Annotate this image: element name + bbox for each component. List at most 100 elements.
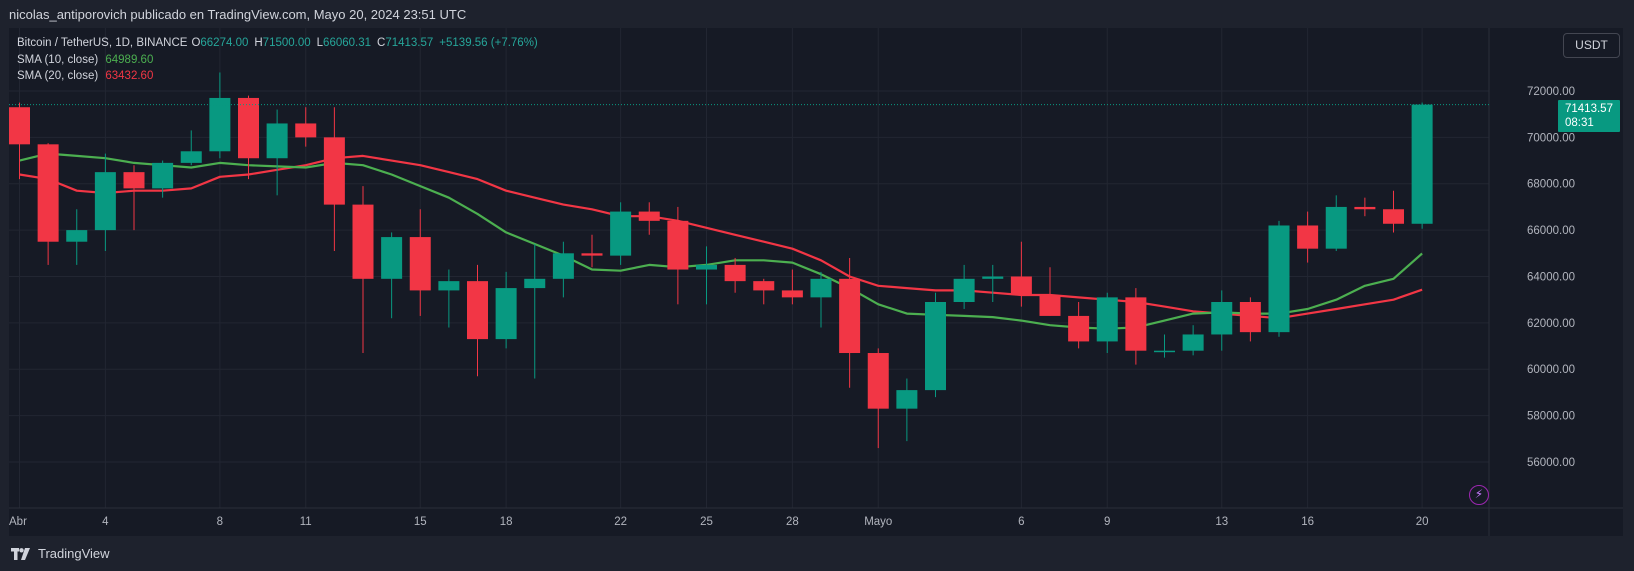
- candle: [953, 264, 975, 309]
- candle: [1325, 195, 1347, 251]
- open-value: 66274.00: [200, 37, 249, 49]
- candle-body: [209, 97, 231, 152]
- y-tick-label: 60000.00: [1527, 364, 1575, 376]
- candle-body: [1211, 302, 1233, 335]
- candle: [467, 264, 488, 377]
- open-label: O: [191, 37, 201, 49]
- y-tick-label: 62000.00: [1527, 318, 1575, 330]
- y-tick-label: 66000.00: [1527, 225, 1575, 237]
- candle: [152, 160, 174, 198]
- candle-body: [1239, 302, 1261, 333]
- sma10-value: 64989.60: [105, 53, 154, 66]
- candle-body: [37, 144, 59, 242]
- publisher-bar: nicolas_antiporovich publicado en Tradin…: [0, 0, 1634, 28]
- x-tick-label: 25: [700, 516, 713, 528]
- candle: [867, 348, 889, 449]
- x-tick-label: 16: [1301, 516, 1314, 528]
- x-tick-label: 13: [1215, 516, 1228, 528]
- candle-body: [9, 107, 30, 145]
- candle-body: [352, 204, 374, 279]
- high-label: H: [254, 37, 263, 49]
- candle-body: [896, 390, 918, 409]
- tradingview-brand: TradingView: [38, 546, 110, 561]
- candle-body: [1010, 276, 1032, 296]
- x-tick-label: 18: [500, 516, 513, 528]
- candle: [1297, 211, 1319, 263]
- candle-body: [1268, 225, 1290, 333]
- symbol-name[interactable]: Bitcoin / TetherUS, 1D, BINANCE: [17, 37, 188, 49]
- candle: [1354, 197, 1376, 217]
- currency-button[interactable]: USDT: [1563, 33, 1620, 58]
- x-tick-label: 15: [414, 516, 427, 528]
- low-value: 66060.31: [323, 37, 372, 49]
- candle-body: [581, 253, 603, 256]
- candle: [438, 269, 460, 328]
- chart-svg[interactable]: 56000.00 58000.00 60000.00 62000.00 64000.00…: [9, 28, 1623, 536]
- chart-pane[interactable]: 56000.00 58000.00 60000.00 62000.00 64000.00…: [9, 28, 1623, 536]
- candle-body: [982, 276, 1004, 279]
- flash-icon[interactable]: ⚡: [1469, 485, 1489, 505]
- x-tick-label: 9: [1104, 516, 1110, 528]
- candle: [1239, 297, 1261, 342]
- x-tick-label: Mayo: [864, 516, 892, 528]
- candle-body: [781, 290, 803, 298]
- candle-body: [1325, 206, 1347, 249]
- sma10-label[interactable]: SMA (10, close): [17, 53, 99, 66]
- candle: [180, 130, 202, 166]
- candle-body: [638, 211, 660, 221]
- candle: [781, 269, 803, 305]
- candle: [323, 107, 345, 251]
- bar-countdown: 08:31: [1565, 117, 1594, 129]
- candle-body: [610, 211, 632, 256]
- candle: [409, 209, 431, 316]
- candle: [1096, 292, 1118, 354]
- candle: [9, 102, 30, 180]
- candle: [696, 246, 717, 305]
- candle: [810, 271, 832, 328]
- candle: [896, 378, 918, 442]
- sma20-line: [19, 154, 1423, 320]
- candle-body: [1039, 295, 1061, 316]
- candle: [982, 264, 1004, 303]
- candle-body: [1354, 206, 1376, 210]
- footer-bar: [0, 536, 1634, 571]
- candle-body: [381, 237, 403, 279]
- y-tick-label: 64000.00: [1527, 271, 1575, 283]
- sma20-value: 63432.60: [105, 70, 154, 82]
- candle: [610, 202, 632, 265]
- candle: [1125, 288, 1147, 365]
- candle: [295, 107, 317, 147]
- candle: [238, 95, 259, 180]
- candle: [638, 202, 660, 235]
- x-tick-label: 4: [102, 516, 109, 528]
- sma20-label[interactable]: SMA (20, close): [17, 70, 99, 82]
- candle: [1268, 220, 1290, 337]
- candle-body: [810, 278, 832, 298]
- sma10-legend-row[interactable]: SMA (10, close) 64989.60: [17, 52, 544, 69]
- candle-body: [467, 281, 488, 340]
- symbol-legend-row[interactable]: Bitcoin / TetherUS, 1D, BINANCE O66274.00…: [17, 35, 544, 52]
- candle: [839, 257, 861, 388]
- candle: [524, 244, 546, 379]
- candle-body: [724, 264, 746, 282]
- candle: [552, 241, 574, 298]
- candle: [123, 165, 145, 231]
- candle: [1182, 325, 1204, 356]
- candle-body: [323, 137, 345, 205]
- close-label: C: [377, 37, 386, 49]
- candle: [667, 206, 689, 305]
- chart-legend: Bitcoin / TetherUS, 1D, BINANCE O66274.00…: [17, 35, 544, 85]
- candle-body: [953, 278, 975, 303]
- sma20-legend-row[interactable]: SMA (20, close) 63432.60: [17, 68, 544, 85]
- x-tick-label: 22: [614, 516, 627, 528]
- candle: [1010, 241, 1032, 307]
- candle-body: [180, 151, 202, 163]
- tradingview-logo[interactable]: TradingView: [11, 546, 110, 561]
- high-value: 71500.00: [262, 37, 311, 49]
- candle-body: [1411, 104, 1433, 224]
- y-tick-label: 72000.00: [1527, 86, 1575, 98]
- candle-body: [295, 123, 317, 138]
- candle: [66, 209, 88, 265]
- candle-body: [1068, 315, 1090, 342]
- y-tick-label: 56000.00: [1527, 457, 1575, 469]
